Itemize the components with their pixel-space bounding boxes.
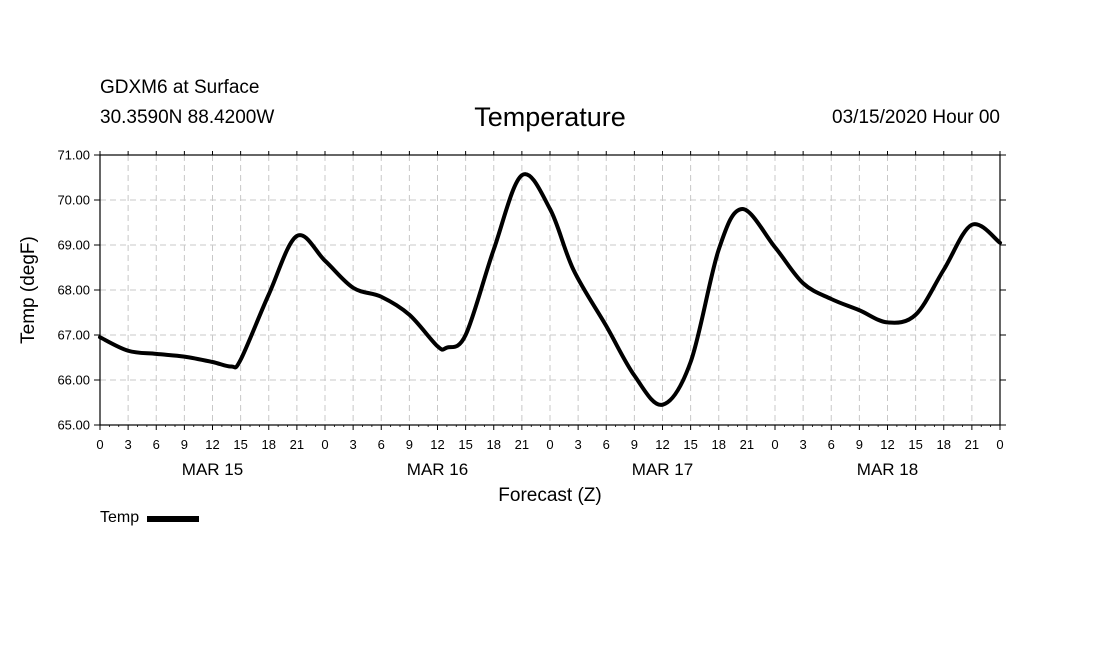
coordinates-label: 30.3590N 88.4200W — [100, 107, 275, 128]
x-tick-label: 3 — [125, 437, 132, 452]
y-tick-label: 66.00 — [57, 373, 90, 388]
forecast-datetime: 03/15/2020 Hour 00 — [832, 107, 1000, 128]
x-tick-label: 6 — [828, 437, 835, 452]
x-tick-label: 12 — [430, 437, 444, 452]
x-tick-label: 9 — [631, 437, 638, 452]
legend: Temp — [100, 509, 200, 527]
x-tick-label: 6 — [153, 437, 160, 452]
x-tick-label: 15 — [683, 437, 697, 452]
y-axis-title: Temp (degF) — [18, 236, 39, 344]
day-label: MAR 16 — [407, 460, 468, 479]
day-label: MAR 17 — [632, 460, 693, 479]
x-tick-label: 15 — [908, 437, 922, 452]
gridlines — [100, 155, 1000, 425]
x-tick-label: 3 — [575, 437, 582, 452]
y-tick-label: 70.00 — [57, 193, 90, 208]
x-tick-label: 21 — [515, 437, 529, 452]
y-tick-label: 68.00 — [57, 283, 90, 298]
x-tick-label: 9 — [181, 437, 188, 452]
x-tick-label: 0 — [546, 437, 553, 452]
x-tick-label: 15 — [458, 437, 472, 452]
y-axis: 65.00 66.00 67.00 68.00 69.00 70.00 71.00 — [57, 148, 1006, 433]
y-tick-label: 71.00 — [57, 148, 90, 163]
x-tick-label: 18 — [937, 437, 951, 452]
y-tick-label: 65.00 — [57, 418, 90, 433]
x-tick-label: 6 — [603, 437, 610, 452]
x-axis: 0 3 6 9 12 15 18 21 0 3 6 9 12 15 18 21 0 3 6 9 12 15 18 21 0 3 6 9… — [96, 151, 1004, 479]
x-tick-label: 12 — [880, 437, 894, 452]
station-label: GDXM6 at Surface — [100, 77, 260, 98]
x-tick-label: 9 — [856, 437, 863, 452]
chart-title: Temperature — [474, 102, 626, 132]
legend-line-swatch — [147, 516, 200, 522]
series-points — [99, 175, 1001, 405]
y-tick-label: 69.00 — [57, 238, 90, 253]
x-tick-label: 15 — [233, 437, 247, 452]
x-tick-label: 0 — [996, 437, 1003, 452]
x-tick-label: 6 — [378, 437, 385, 452]
x-tick-label: 12 — [205, 437, 219, 452]
x-tick-label: 0 — [321, 437, 328, 452]
x-tick-label: 0 — [771, 437, 778, 452]
x-tick-label: 21 — [290, 437, 304, 452]
x-tick-label: 9 — [406, 437, 413, 452]
x-axis-title: Forecast (Z) — [498, 485, 601, 506]
y-tick-label: 67.00 — [57, 328, 90, 343]
x-tick-label: 18 — [487, 437, 501, 452]
x-tick-label: 3 — [800, 437, 807, 452]
x-tick-label: 3 — [350, 437, 357, 452]
x-tick-label: 21 — [965, 437, 979, 452]
day-label: MAR 18 — [857, 460, 918, 479]
x-tick-label: 18 — [262, 437, 276, 452]
x-tick-label: 0 — [96, 437, 103, 452]
x-tick-label: 12 — [655, 437, 669, 452]
legend-label: Temp — [100, 509, 140, 526]
x-tick-label: 18 — [712, 437, 726, 452]
x-tick-label: 21 — [740, 437, 754, 452]
day-label: MAR 15 — [182, 460, 243, 479]
